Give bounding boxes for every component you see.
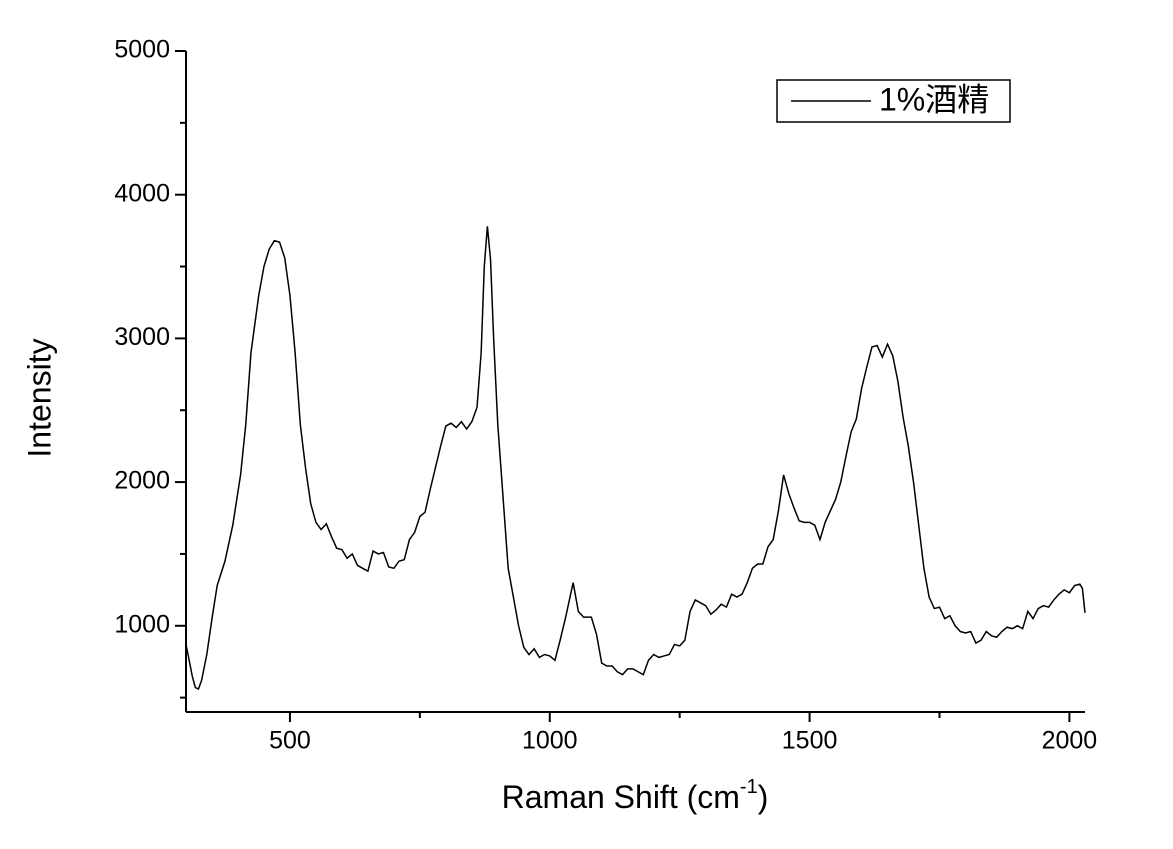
- y-axis-title: Intensity: [21, 338, 57, 457]
- x-tick-label: 1500: [782, 727, 838, 755]
- line-series: [185, 226, 1086, 691]
- x-tick-label: 1000: [522, 727, 578, 755]
- x-tick-label: 2000: [1042, 727, 1098, 755]
- y-tick-label: 3000: [114, 323, 170, 351]
- x-tick-label: 500: [269, 727, 311, 755]
- y-tick-label: 2000: [114, 467, 170, 495]
- legend-label: 1%酒精: [879, 81, 989, 117]
- x-axis-title-text: Raman Shift (cm: [502, 779, 740, 815]
- x-axis-title-sup: -1: [740, 776, 758, 798]
- x-axis-title: Raman Shift (cm-1): [502, 776, 769, 815]
- y-tick-label: 5000: [114, 36, 170, 64]
- y-tick-label: 1000: [114, 610, 170, 638]
- x-axis-title-end: ): [758, 779, 769, 815]
- y-tick-label: 4000: [114, 179, 170, 207]
